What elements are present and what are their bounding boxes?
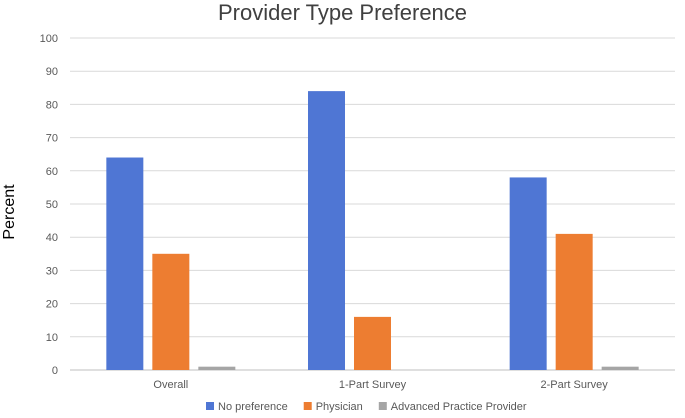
y-tick-label: 70	[46, 133, 58, 145]
chart-title: Provider Type Preference	[217, 0, 468, 25]
legend-label: Physician	[316, 401, 363, 413]
bar-1-part-survey-physician	[354, 316, 391, 370]
bar-2-part-survey-advanced-practice-provider	[601, 366, 639, 370]
bar-1-part-survey-no-preference	[308, 91, 345, 371]
bar-overall-no-preference	[106, 157, 144, 370]
legend-swatch-physician	[303, 402, 312, 410]
y-tick-label: 60	[46, 166, 58, 178]
y-tick-label: 80	[46, 99, 58, 111]
x-tick-label: 2-Part Survey	[541, 379, 609, 391]
legend-swatch-advanced-practice-provider	[378, 402, 387, 410]
bar-2-part-survey-physician	[555, 233, 593, 370]
legend-swatch-no-preference	[206, 402, 214, 410]
y-axis-label: Percent	[1, 184, 18, 240]
y-tick-label: 100	[40, 33, 58, 45]
y-tick-label: 20	[46, 299, 58, 311]
x-tick-label: Overall	[153, 379, 188, 391]
y-tick-label: 30	[46, 265, 58, 277]
x-axis-ticks: Overall 1-Part Survey 2-Part Survey	[153, 379, 608, 391]
x-tick-label: 1-Part Survey	[339, 379, 407, 391]
y-tick-label: 90	[46, 66, 58, 78]
bar-overall-advanced-practice-provider	[198, 366, 236, 370]
legend-label: No preference	[218, 401, 288, 413]
bar-2-part-survey-no-preference	[509, 177, 547, 370]
y-tick-label: 10	[46, 332, 58, 344]
y-tick-label: 50	[46, 199, 58, 211]
legend-label: Advanced Practice Provider	[391, 401, 527, 413]
legend: No preference Physician Advanced Practice …	[206, 401, 527, 413]
bar-overall-physician	[152, 253, 190, 370]
y-axis-ticks: 0 10 20 30 40 50 60 70 80 90 100	[40, 33, 58, 377]
y-tick-label: 40	[46, 232, 58, 244]
y-tick-label: 0	[52, 365, 58, 377]
bars	[106, 91, 639, 371]
